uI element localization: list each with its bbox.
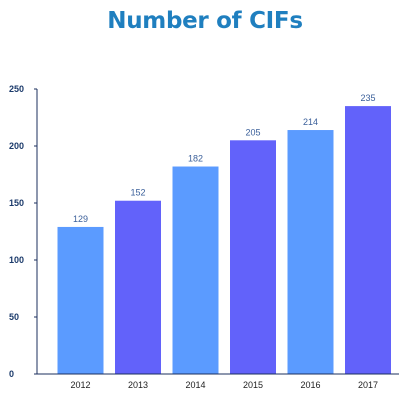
- y-tick-label: 150: [9, 198, 24, 208]
- data-label-2013: 152: [130, 188, 145, 198]
- bar-series: [57, 106, 391, 374]
- y-axis-ticks: 0 50 100 150 200 250: [9, 84, 37, 379]
- data-label-2017: 235: [360, 93, 375, 103]
- x-tick-label-2012: 2012: [70, 380, 90, 390]
- x-tick-label-2017: 2017: [358, 380, 378, 390]
- x-tick-label-2014: 2014: [185, 380, 205, 390]
- data-labels: 129 152 182 205 214 235: [73, 93, 376, 224]
- x-tick-label-2015: 2015: [243, 380, 263, 390]
- y-tick-label: 250: [9, 84, 24, 94]
- bar-2014: [172, 166, 219, 374]
- data-label-2016: 214: [303, 117, 318, 127]
- y-tick-label: 200: [9, 141, 24, 151]
- data-label-2012: 129: [73, 214, 88, 224]
- y-tick-label: 50: [9, 312, 19, 322]
- data-label-2014: 182: [188, 154, 203, 164]
- x-tick-label-2013: 2013: [128, 380, 148, 390]
- y-tick-label: 100: [9, 255, 24, 265]
- y-tick-label: 0: [9, 369, 14, 379]
- x-tick-label-2016: 2016: [300, 380, 320, 390]
- bar-2017: [345, 106, 391, 374]
- bar-2015: [230, 140, 276, 374]
- bar-2016: [287, 130, 334, 374]
- x-axis-ticks: 2012 2013 2014 2015 2016 2017: [70, 380, 378, 390]
- bar-2012: [57, 226, 104, 374]
- chart-title: Number of CIFs: [107, 8, 303, 34]
- data-label-2015: 205: [245, 127, 260, 137]
- bar-2013: [115, 200, 161, 374]
